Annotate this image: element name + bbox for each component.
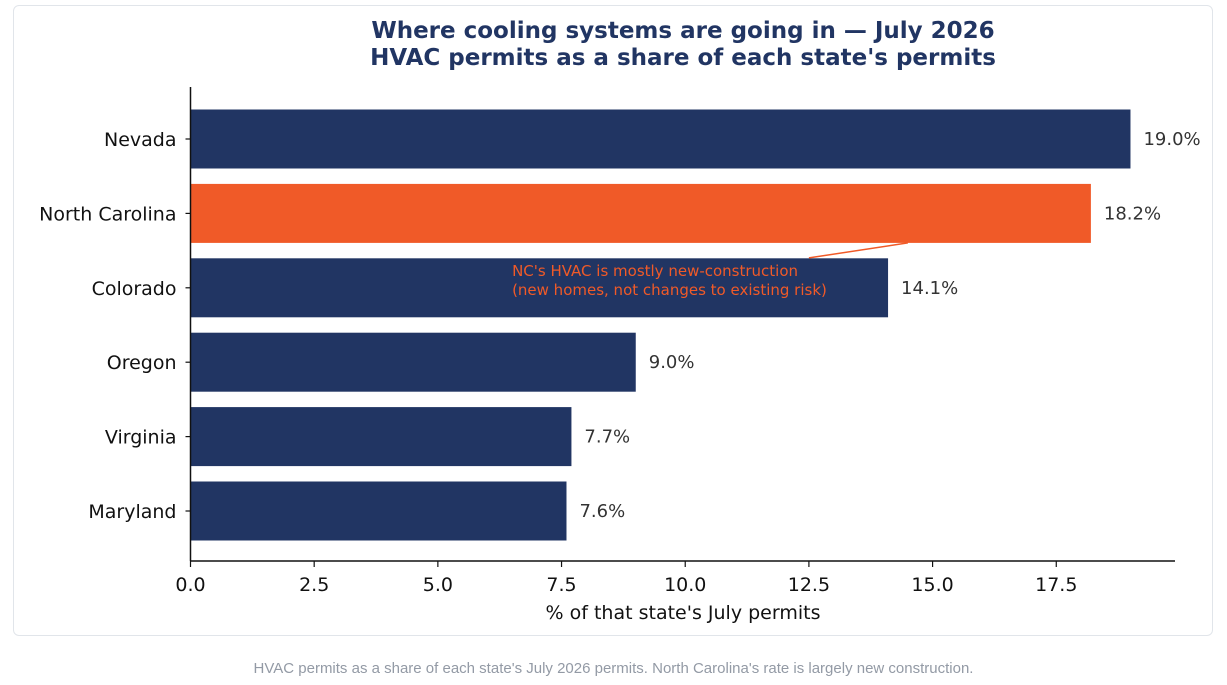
x-tick-label: 12.5 <box>788 574 830 596</box>
x-tick-label: 5.0 <box>423 574 453 596</box>
category-label-north-carolina: North Carolina <box>39 203 176 225</box>
category-label-maryland: Maryland <box>88 501 176 523</box>
value-label-north-carolina: 18.2% <box>1104 203 1161 224</box>
bar-colorado <box>190 258 889 318</box>
bar-north-carolina <box>190 183 1091 243</box>
chart-subtitle: HVAC permits as a share of each state's … <box>370 45 996 71</box>
annotation-text-line: NC's HVAC is mostly new-construction <box>512 262 798 280</box>
annotation-arrow <box>808 242 908 259</box>
x-tick-label: 2.5 <box>299 574 329 596</box>
x-tick-label: 15.0 <box>911 574 953 596</box>
value-label-oregon: 9.0% <box>649 352 695 373</box>
bar-nevada <box>190 109 1131 169</box>
x-tick-label: 17.5 <box>1035 574 1077 596</box>
x-axis-label: % of that state's July permits <box>546 602 821 624</box>
bar-oregon <box>190 332 636 392</box>
value-label-colorado: 14.1% <box>901 278 958 299</box>
category-label-virginia: Virginia <box>105 427 177 449</box>
value-label-virginia: 7.7% <box>584 427 630 448</box>
x-tick-label: 7.5 <box>546 574 576 596</box>
category-label-colorado: Colorado <box>92 278 177 300</box>
value-label-maryland: 7.6% <box>579 501 625 522</box>
category-label-nevada: Nevada <box>104 129 177 151</box>
x-tick-label: 0.0 <box>175 574 205 596</box>
chart-title: Where cooling systems are going in — Jul… <box>371 18 994 44</box>
category-label-oregon: Oregon <box>107 352 177 374</box>
bar-maryland <box>190 481 567 541</box>
value-label-nevada: 19.0% <box>1143 129 1200 150</box>
annotation-text-line: (new homes, not changes to existing risk… <box>512 281 827 299</box>
chart-caption: HVAC permits as a share of each state's … <box>253 660 974 677</box>
bar-virginia <box>190 407 572 467</box>
x-tick-label: 10.0 <box>664 574 706 596</box>
